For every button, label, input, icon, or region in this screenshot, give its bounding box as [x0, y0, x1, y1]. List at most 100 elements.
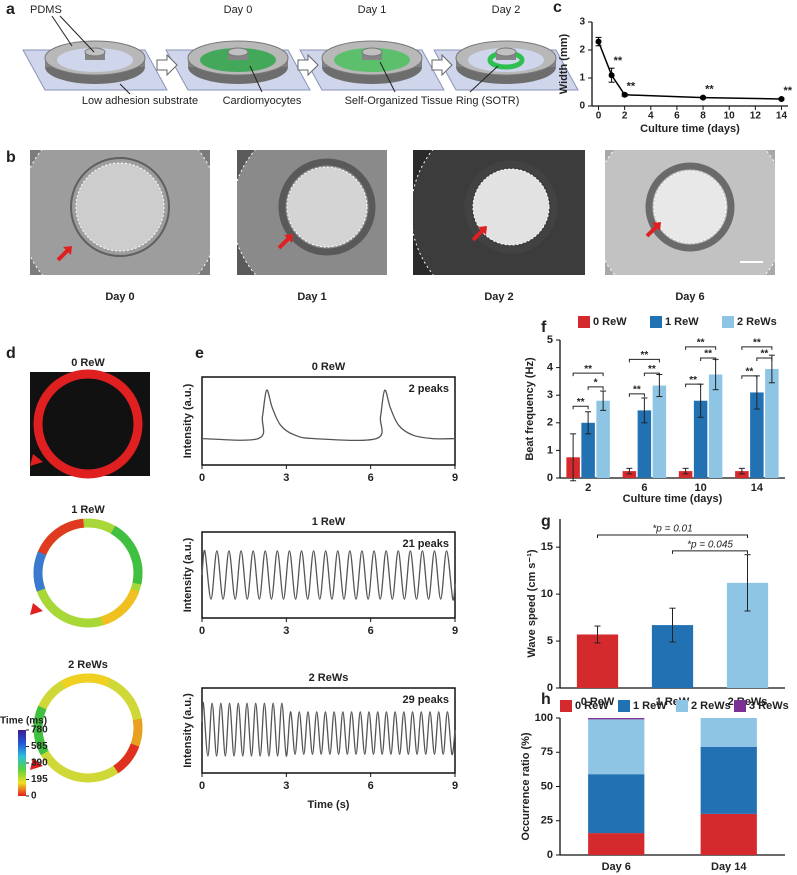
colorbar-tick-label: 390: [31, 758, 48, 769]
label-cells: Cardiomyocytes: [223, 95, 302, 107]
x-axis-title: Culture time (days): [640, 123, 740, 135]
caption: Day 1: [297, 291, 326, 303]
caption: Day 2: [484, 291, 513, 303]
y-axis-title: Intensity (a.u.): [182, 537, 194, 612]
map-title: 2 ReWs: [68, 659, 108, 671]
arrow: [56, 248, 70, 262]
legend-swatch: [650, 316, 662, 328]
tissue-ring: [70, 157, 170, 257]
ring-map: [33, 369, 143, 479]
peak-count: 2 peaks: [409, 383, 449, 395]
significance: **: [614, 55, 623, 67]
ring-arc: [33, 673, 143, 783]
chart-title: 1 ReW: [312, 516, 346, 528]
legend-label: 0 ReW: [593, 316, 627, 328]
point: [778, 96, 785, 102]
legend-label: 2 ReWs: [691, 700, 731, 712]
micrograph: [413, 150, 585, 275]
legend-swatch: [578, 316, 590, 328]
bar-segment: [700, 746, 757, 814]
trace: [201, 701, 456, 757]
bracket: [643, 372, 660, 377]
pillar-top: [361, 47, 383, 57]
pillar-top: [227, 47, 249, 57]
ring-arc: [33, 518, 143, 628]
bar-segment: [700, 813, 757, 855]
bracket-label: **: [584, 364, 592, 375]
arrow: [30, 758, 43, 770]
panel-label: f: [541, 319, 547, 336]
bracket-label: *p = 0.01: [652, 524, 692, 535]
y-axis-title: Wave speed (cm s⁻¹): [526, 549, 538, 657]
caption: Day 0: [105, 291, 134, 303]
bar-segment: [700, 718, 757, 747]
y-tick-label: 10: [541, 588, 553, 600]
y-tick-label: 0: [579, 101, 585, 112]
x-tick-label: 0: [596, 111, 602, 122]
y-tick-label: 50: [541, 780, 553, 792]
bracket: [700, 357, 717, 361]
bracket: [587, 386, 604, 390]
x-tick-label: Day 14: [711, 861, 747, 873]
x-tick-label: 12: [750, 111, 762, 122]
bracket-label: **: [640, 350, 648, 361]
step-label: Day 2: [492, 4, 521, 16]
point: [595, 38, 602, 45]
y-tick-label: 4: [547, 362, 554, 374]
panel-label: b: [6, 149, 16, 166]
leader: [469, 65, 499, 93]
x-axis-title: Time (s): [308, 799, 350, 811]
bracket-label: **: [633, 384, 641, 395]
x-tick-label: 0: [199, 472, 205, 484]
x-tick-label: 6: [368, 625, 374, 637]
bracket-label: **: [760, 349, 768, 360]
bar: [750, 392, 764, 478]
arrow-head: [284, 234, 293, 243]
y-axis-title: Beat frequency (Hz): [524, 357, 536, 461]
x-tick-label: 3: [283, 780, 289, 792]
y-tick-label: 0: [547, 472, 553, 484]
y-tick-label: 25: [541, 815, 553, 827]
bar: [735, 471, 749, 478]
x-tick-label: 3: [283, 625, 289, 637]
colorbar-tick-label: 780: [31, 725, 48, 736]
step-label: Day 1: [358, 4, 387, 16]
arrow: [645, 224, 659, 238]
bracket-label: **: [697, 338, 705, 349]
bracket: [628, 358, 660, 363]
step-arrow: [156, 53, 178, 77]
bar: [622, 471, 637, 478]
bracket-label: **: [577, 397, 585, 408]
bar-segment: [588, 774, 645, 834]
y-tick-label: 15: [541, 541, 553, 553]
panel-label: a: [6, 1, 15, 18]
point: [621, 91, 628, 98]
bracket-label: **: [689, 375, 697, 386]
x-tick-label: 6: [674, 111, 680, 122]
pillar-top: [84, 47, 106, 57]
bar: [637, 410, 652, 478]
y-tick-label: 75: [541, 746, 553, 758]
bar-segment: [588, 833, 645, 855]
peak-count: 21 peaks: [403, 538, 449, 550]
ring-arc: [33, 518, 143, 628]
significance: **: [705, 84, 714, 96]
bracket: [685, 383, 702, 388]
y-tick-label: 5: [547, 635, 553, 647]
leader: [379, 61, 396, 93]
colorbar-tick-label: 585: [31, 741, 48, 752]
trace: [201, 389, 456, 442]
x-tick-label: 0 ReW: [581, 696, 615, 708]
bar: [765, 368, 779, 478]
peak-count: 29 peaks: [403, 694, 449, 706]
legend-label: 0 ReW: [575, 700, 609, 712]
y-tick-label: 2: [579, 45, 585, 56]
bracket-label: **: [753, 338, 761, 349]
arrow: [30, 603, 43, 615]
arrow-head: [63, 246, 72, 255]
legend-label: 1 ReW: [633, 700, 667, 712]
y-tick-label: 0: [547, 849, 553, 861]
plot-frame: [201, 376, 456, 466]
step-arrow: [297, 53, 319, 77]
